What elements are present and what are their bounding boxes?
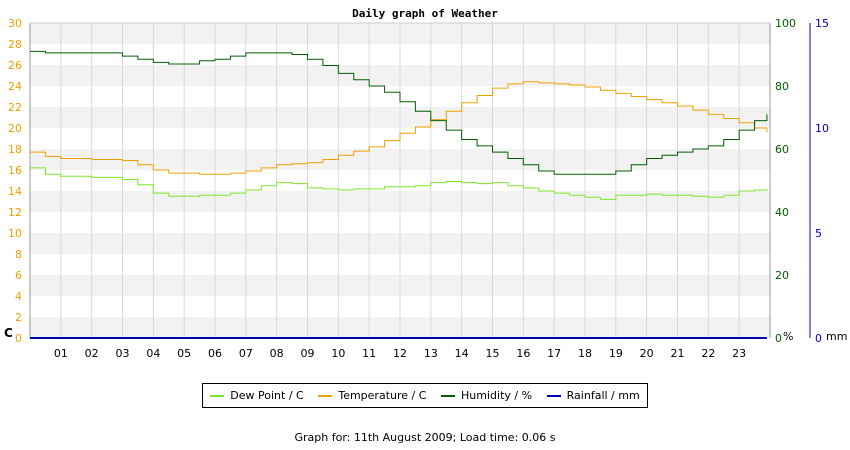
legend-item-humidity: Humidity / % (441, 389, 532, 402)
data-series (30, 50, 768, 339)
humidity-line (30, 50, 768, 175)
dew-point-line (30, 167, 768, 200)
x-tick-label: 07 (239, 347, 253, 360)
x-tick-label: 13 (424, 347, 438, 360)
axes (29, 22, 811, 338)
humidity-tick-label: 0 (775, 332, 782, 345)
temperature-tick-label: 14 (8, 185, 22, 198)
temperature-tick-label: 24 (8, 80, 22, 93)
chart-legend: Dew Point / C Temperature / C Humidity /… (202, 383, 648, 408)
humidity-tick-label: 60 (775, 143, 789, 156)
x-tick-label: 15 (486, 347, 500, 360)
legend-label-humidity: Humidity / % (461, 389, 533, 402)
x-tick-label: 16 (516, 347, 530, 360)
legend-swatch-dew-point (210, 394, 225, 397)
humidity-axis-unit: % (783, 330, 793, 343)
temperature-tick-label: 6 (15, 269, 22, 282)
x-tick-label: 09 (301, 347, 315, 360)
legend-swatch-temperature (318, 394, 333, 397)
temperature-tick-label: 2 (15, 311, 22, 324)
rainfall-axis-unit: mm (826, 330, 847, 343)
x-tick-label: 20 (640, 347, 654, 360)
legend-swatch-rainfall (546, 394, 561, 397)
x-tick-label: 19 (609, 347, 623, 360)
x-tick-label: 08 (270, 347, 284, 360)
x-tick-label: 10 (331, 347, 345, 360)
grid-lines (60, 23, 740, 338)
legend-item-rainfall: Rainfall / mm (546, 389, 640, 402)
legend-item-temperature: Temperature / C (318, 389, 426, 402)
x-tick-label: 03 (116, 347, 130, 360)
x-tick-label: 05 (177, 347, 191, 360)
humidity-tick-label: 20 (775, 269, 789, 282)
legend-swatch-humidity (441, 394, 456, 397)
legend-label-rainfall: Rainfall / mm (566, 389, 640, 402)
temperature-tick-label: 20 (8, 122, 22, 135)
humidity-tick-label: 100 (775, 17, 796, 30)
temperature-tick-label: 30 (8, 17, 22, 30)
rainfall-tick-label: 5 (815, 227, 822, 240)
legend-label-temperature: Temperature / C (338, 389, 427, 402)
x-tick-label: 17 (547, 347, 561, 360)
legend-item-dew-point: Dew Point / C (210, 389, 304, 402)
temperature-tick-label: 22 (8, 101, 22, 114)
footer-status: Graph for: 11th August 2009; Load time: … (294, 431, 556, 444)
x-tick-label: 21 (671, 347, 685, 360)
x-tick-label: 04 (146, 347, 160, 360)
rainfall-tick-label: 0 (815, 332, 822, 345)
rainfall-tick-label: 15 (815, 17, 829, 30)
temperature-tick-label: 0 (15, 332, 22, 345)
tick-labels: 01 02 03 04 05 06 07 08 09 10 11 12 13 14 15 16 17 18 19 20… (8, 17, 829, 360)
temperature-tick-label: 16 (8, 164, 22, 177)
x-tick-label: 06 (208, 347, 222, 360)
temperature-tick-label: 10 (8, 227, 22, 240)
temperature-line (30, 81, 768, 175)
humidity-tick-label: 40 (775, 206, 789, 219)
x-tick-label: 18 (578, 347, 592, 360)
x-tick-label: 01 (54, 347, 68, 360)
temperature-tick-label: 4 (15, 290, 22, 303)
temperature-tick-label: 28 (8, 38, 22, 51)
temperature-tick-label: 26 (8, 59, 22, 72)
x-tick-label: 11 (362, 347, 376, 360)
rainfall-tick-label: 10 (815, 122, 829, 135)
legend-label-dew-point: Dew Point / C (230, 389, 304, 402)
temperature-tick-label: 8 (15, 248, 22, 261)
temperature-axis-unit: C (4, 326, 13, 340)
temperature-tick-label: 12 (8, 206, 22, 219)
x-tick-label: 22 (701, 347, 715, 360)
x-tick-label: 02 (85, 347, 99, 360)
humidity-tick-label: 80 (775, 80, 789, 93)
chart-title: Daily graph of Weather (352, 7, 498, 20)
x-tick-label: 14 (455, 347, 469, 360)
x-tick-label: 23 (732, 347, 746, 360)
temperature-tick-label: 18 (8, 143, 22, 156)
x-tick-label: 12 (393, 347, 407, 360)
